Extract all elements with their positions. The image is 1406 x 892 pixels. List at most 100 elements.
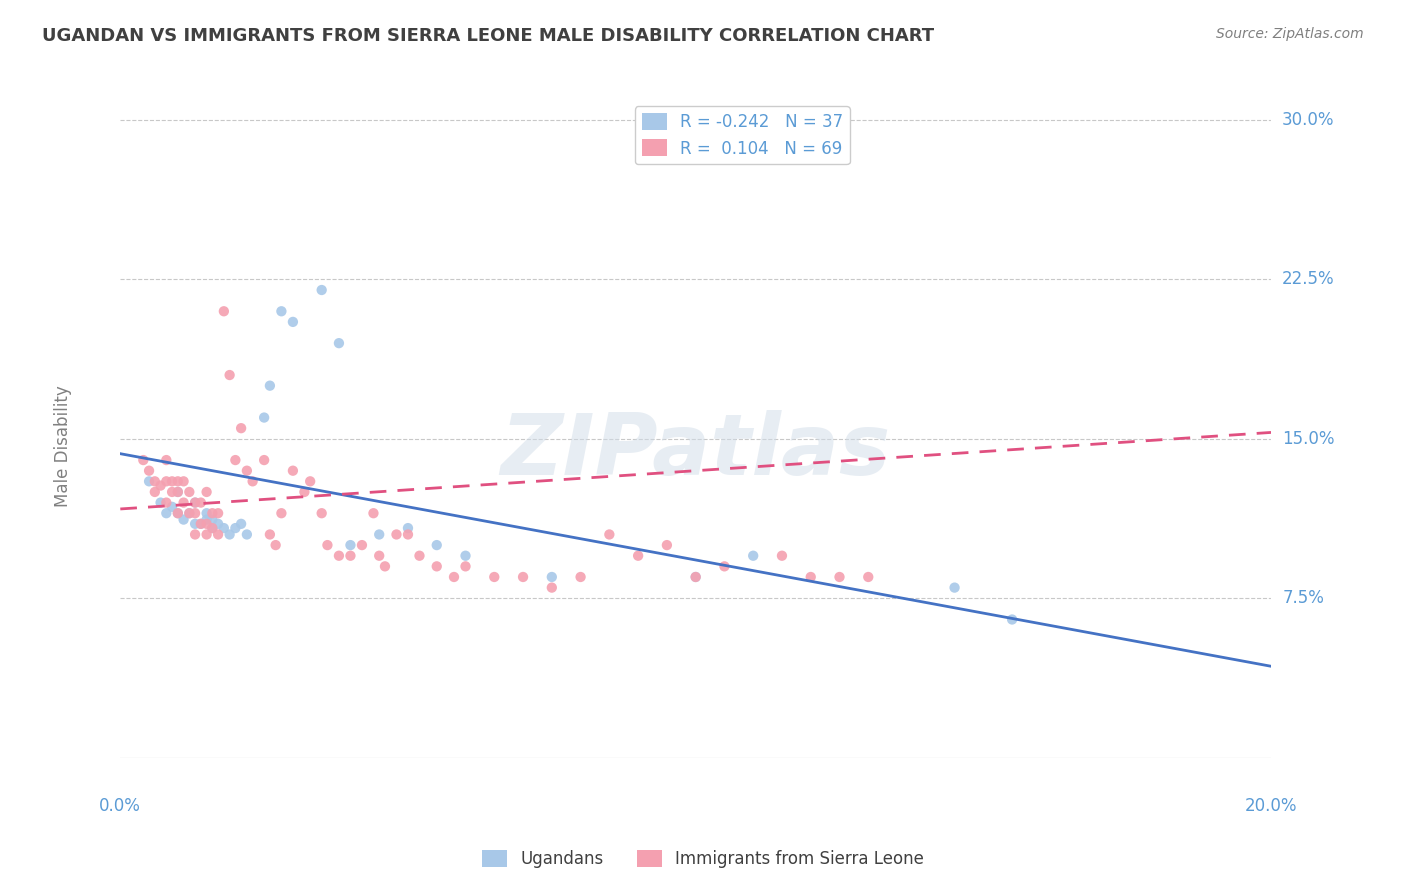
Point	[190, 516, 212, 531]
Text: Source: ZipAtlas.com: Source: ZipAtlas.com	[1216, 27, 1364, 41]
Point	[328, 336, 350, 351]
Point	[160, 485, 183, 500]
Point	[828, 570, 851, 584]
Point	[316, 538, 339, 552]
Point	[943, 581, 966, 595]
Point	[190, 516, 212, 531]
Point	[149, 495, 172, 509]
Point	[253, 453, 276, 467]
Point	[242, 475, 264, 489]
Point	[311, 283, 333, 297]
Point	[155, 453, 177, 467]
Point	[166, 485, 188, 500]
Point	[184, 506, 207, 520]
Point	[339, 538, 361, 552]
Point	[207, 527, 229, 541]
Text: 30.0%: 30.0%	[1282, 111, 1334, 129]
Point	[212, 304, 235, 318]
Point	[138, 475, 160, 489]
Point	[259, 527, 281, 541]
Point	[166, 485, 188, 500]
Point	[311, 506, 333, 520]
Point	[396, 527, 419, 541]
Point	[184, 495, 207, 509]
Text: 15.0%: 15.0%	[1282, 430, 1334, 448]
Text: 7.5%: 7.5%	[1282, 590, 1324, 607]
Point	[408, 549, 430, 563]
Point	[166, 475, 188, 489]
Point	[160, 475, 183, 489]
Point	[713, 559, 735, 574]
Point	[149, 478, 172, 492]
Text: ZIPatlas: ZIPatlas	[501, 410, 891, 493]
Point	[207, 506, 229, 520]
Point	[160, 500, 183, 514]
Text: UGANDAN VS IMMIGRANTS FROM SIERRA LEONE MALE DISABILITY CORRELATION CHART: UGANDAN VS IMMIGRANTS FROM SIERRA LEONE …	[42, 27, 935, 45]
Point	[201, 513, 224, 527]
Point	[858, 570, 880, 584]
Point	[540, 570, 562, 584]
Point	[173, 475, 195, 489]
Text: 0.0%: 0.0%	[100, 797, 141, 814]
Legend: R = -0.242   N = 37, R =  0.104   N = 69: R = -0.242 N = 37, R = 0.104 N = 69	[636, 106, 849, 164]
Point	[190, 495, 212, 509]
Point	[363, 506, 385, 520]
Point	[184, 495, 207, 509]
Point	[627, 549, 650, 563]
Point	[253, 410, 276, 425]
Point	[236, 527, 259, 541]
Point	[143, 485, 166, 500]
Point	[800, 570, 823, 584]
Point	[540, 581, 562, 595]
Point	[264, 538, 287, 552]
Point	[685, 570, 707, 584]
Point	[201, 521, 224, 535]
Point	[569, 570, 592, 584]
Point	[207, 516, 229, 531]
Point	[132, 453, 155, 467]
Point	[339, 549, 361, 563]
Legend: Ugandans, Immigrants from Sierra Leone: Ugandans, Immigrants from Sierra Leone	[475, 843, 931, 875]
Text: 22.5%: 22.5%	[1282, 270, 1334, 288]
Point	[212, 521, 235, 535]
Point	[368, 549, 391, 563]
Point	[166, 506, 188, 520]
Point	[512, 570, 534, 584]
Point	[443, 570, 465, 584]
Point	[426, 538, 449, 552]
Point	[236, 464, 259, 478]
Point	[328, 549, 350, 563]
Point	[173, 495, 195, 509]
Text: Male Disability: Male Disability	[55, 385, 72, 507]
Point	[224, 453, 246, 467]
Point	[742, 549, 765, 563]
Point	[454, 549, 477, 563]
Point	[270, 506, 292, 520]
Text: 20.0%: 20.0%	[1244, 797, 1298, 814]
Point	[143, 475, 166, 489]
Point	[259, 378, 281, 392]
Point	[166, 506, 188, 520]
Point	[195, 485, 218, 500]
Point	[201, 506, 224, 520]
Point	[385, 527, 408, 541]
Point	[484, 570, 506, 584]
Point	[224, 521, 246, 535]
Point	[281, 315, 304, 329]
Point	[396, 521, 419, 535]
Point	[218, 527, 240, 541]
Point	[201, 521, 224, 535]
Point	[598, 527, 620, 541]
Point	[195, 527, 218, 541]
Point	[374, 559, 396, 574]
Point	[173, 513, 195, 527]
Point	[350, 538, 373, 552]
Point	[270, 304, 292, 318]
Point	[281, 464, 304, 478]
Point	[368, 527, 391, 541]
Point	[770, 549, 793, 563]
Point	[294, 485, 316, 500]
Point	[1001, 613, 1024, 627]
Point	[195, 513, 218, 527]
Point	[218, 368, 240, 382]
